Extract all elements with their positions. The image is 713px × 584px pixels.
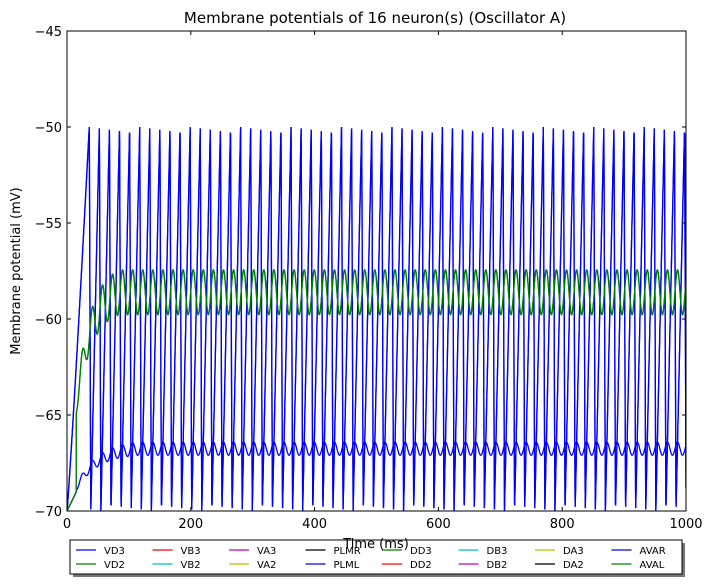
legend-label-dd2: DD2 <box>410 560 432 571</box>
legend-label-plml: PLML <box>334 560 360 571</box>
series-line-aval <box>67 269 686 511</box>
legend-label-aval: AVAL <box>640 560 665 571</box>
y-tick-label: −60 <box>35 313 62 328</box>
x-tick-label: 200 <box>178 517 203 532</box>
legend-label-db2: DB2 <box>487 560 508 571</box>
x-tick-label: 600 <box>426 517 451 532</box>
legend-label-da2: DA2 <box>563 560 584 571</box>
y-tick-label: −65 <box>35 409 62 424</box>
legend: VD3 VD2 VB3 VB2 VA3 VA2 PLMR PLML DD3 DD2 DB3 DB2 DA… <box>69 539 685 577</box>
series-line-avar <box>67 126 686 511</box>
legend-label-db3: DB3 <box>487 546 508 557</box>
chart-title: Membrane potentials of 16 neuron(s) (Osc… <box>184 9 566 27</box>
legend-label-avar: AVAR <box>640 546 666 557</box>
legend-label-vd3: VD3 <box>104 546 125 557</box>
legend-label-va3: VA3 <box>257 546 276 557</box>
y-tick-label: −55 <box>35 217 62 232</box>
y-tick-label: −45 <box>35 25 62 40</box>
legend-label-dd3: DD3 <box>410 546 432 557</box>
x-tick-label: 0 <box>63 517 71 532</box>
x-tick-label: 400 <box>302 517 327 532</box>
y-axis-label: Membrane potential (mV) <box>9 187 24 354</box>
x-axis-label: Time (ms) <box>342 537 409 552</box>
legend-label-vb2: VB2 <box>181 560 201 571</box>
y-tick-label: −70 <box>35 505 62 520</box>
legend-label-vb3: VB3 <box>181 546 201 557</box>
x-tick-label: 1000 <box>669 517 702 532</box>
legend-label-va2: VA2 <box>257 560 276 571</box>
series-line-plml <box>67 441 686 511</box>
legend-label-plmr: PLMR <box>334 546 361 557</box>
plot-area-frame <box>66 30 687 512</box>
axis-ticks: 0 200 400 600 800 1000 −70 −65 −60 −55 −50 −45 <box>35 25 703 532</box>
legend-label-da3: DA3 <box>563 546 584 557</box>
legend-label-vd2: VD2 <box>104 560 125 571</box>
y-tick-label: −50 <box>35 121 62 136</box>
legend-box <box>69 539 683 575</box>
x-tick-label: 800 <box>550 517 575 532</box>
